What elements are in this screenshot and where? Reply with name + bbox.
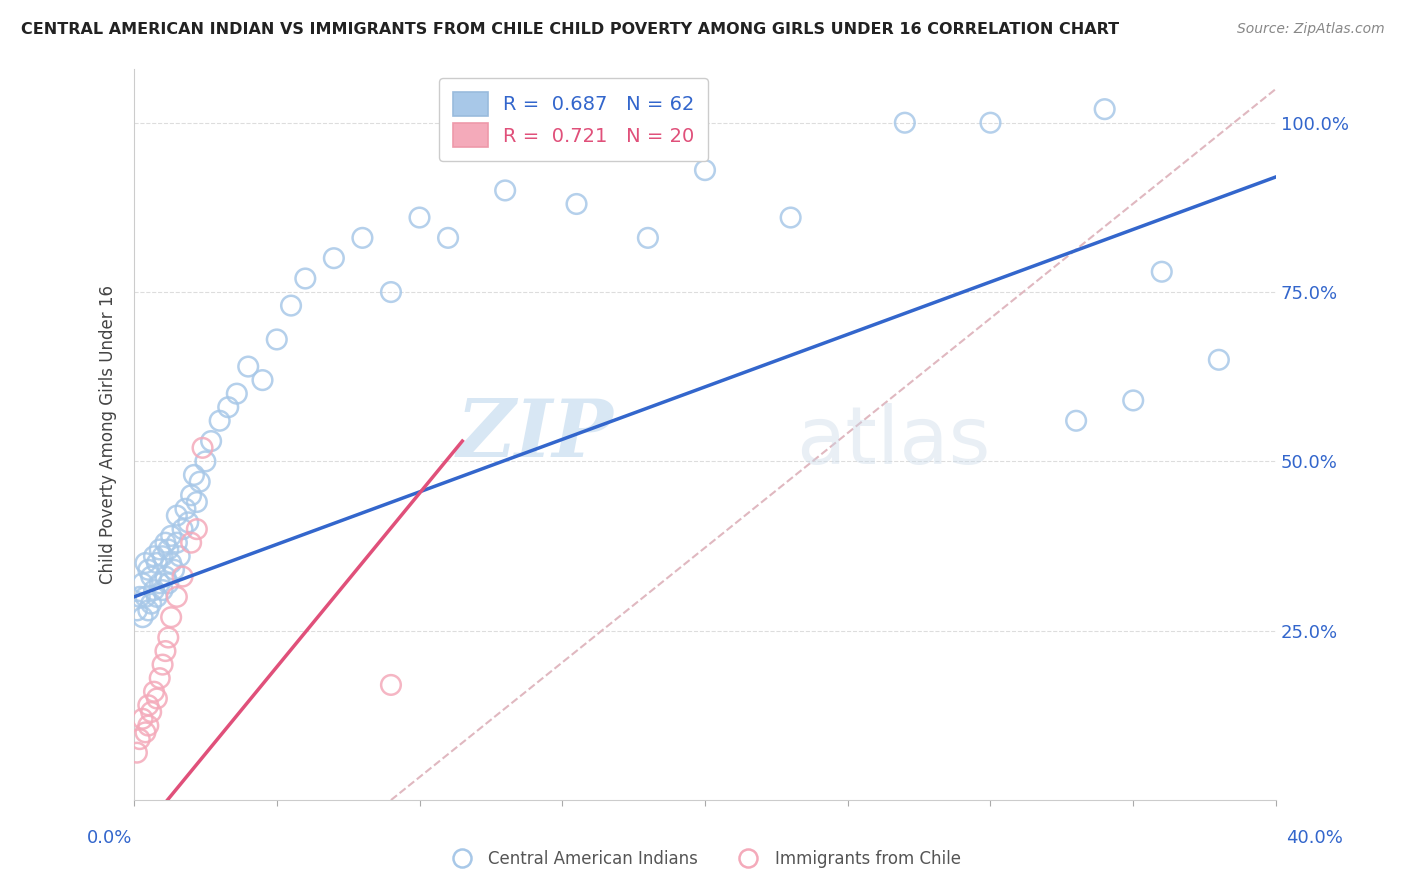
Point <box>155 644 177 658</box>
Point <box>217 401 239 415</box>
Text: 40.0%: 40.0% <box>1286 829 1343 847</box>
Point <box>136 563 159 577</box>
Point <box>143 684 166 698</box>
Point <box>408 211 430 225</box>
Point <box>134 556 156 570</box>
Point <box>131 610 153 624</box>
Point <box>1122 393 1144 408</box>
Point <box>174 501 197 516</box>
Point <box>352 231 374 245</box>
Point <box>134 590 156 604</box>
Point <box>155 569 177 583</box>
Point <box>128 732 150 747</box>
Point <box>252 373 274 387</box>
Point <box>125 603 148 617</box>
Point <box>177 516 200 530</box>
Point <box>163 563 186 577</box>
Point <box>186 495 208 509</box>
Point <box>146 556 169 570</box>
Point <box>149 671 172 685</box>
Point <box>180 488 202 502</box>
Point <box>180 535 202 549</box>
Point <box>146 590 169 604</box>
Point <box>266 333 288 347</box>
Text: atlas: atlas <box>796 402 991 481</box>
Point <box>183 467 205 482</box>
Legend: Central American Indians, Immigrants from Chile: Central American Indians, Immigrants fro… <box>439 844 967 875</box>
Point <box>149 542 172 557</box>
Point <box>157 576 180 591</box>
Point <box>136 718 159 732</box>
Point <box>1150 265 1173 279</box>
Point <box>1094 102 1116 116</box>
Point <box>152 549 174 564</box>
Point <box>131 576 153 591</box>
Point <box>494 184 516 198</box>
Point <box>149 576 172 591</box>
Point <box>200 434 222 448</box>
Point <box>565 197 588 211</box>
Text: 0.0%: 0.0% <box>87 829 132 847</box>
Point <box>169 549 191 564</box>
Point <box>1208 352 1230 367</box>
Point <box>225 386 247 401</box>
Point <box>152 583 174 598</box>
Text: ZIP: ZIP <box>457 395 613 473</box>
Point <box>160 556 183 570</box>
Text: Source: ZipAtlas.com: Source: ZipAtlas.com <box>1237 22 1385 37</box>
Point <box>166 535 188 549</box>
Point <box>172 569 194 583</box>
Point <box>141 597 163 611</box>
Point <box>194 454 217 468</box>
Point <box>280 299 302 313</box>
Point <box>134 725 156 739</box>
Point <box>155 535 177 549</box>
Point <box>146 691 169 706</box>
Point <box>141 705 163 719</box>
Point <box>157 631 180 645</box>
Point <box>188 475 211 489</box>
Point <box>894 116 917 130</box>
Point <box>979 116 1001 130</box>
Point <box>157 542 180 557</box>
Point <box>437 231 460 245</box>
Point <box>143 583 166 598</box>
Point <box>152 657 174 672</box>
Point <box>172 522 194 536</box>
Point <box>294 271 316 285</box>
Point <box>322 251 344 265</box>
Text: CENTRAL AMERICAN INDIAN VS IMMIGRANTS FROM CHILE CHILD POVERTY AMONG GIRLS UNDER: CENTRAL AMERICAN INDIAN VS IMMIGRANTS FR… <box>21 22 1119 37</box>
Point <box>238 359 260 374</box>
Point <box>1064 414 1087 428</box>
Point <box>136 698 159 713</box>
Point <box>186 522 208 536</box>
Point <box>191 441 214 455</box>
Point <box>166 508 188 523</box>
Y-axis label: Child Poverty Among Girls Under 16: Child Poverty Among Girls Under 16 <box>100 285 117 583</box>
Point <box>131 712 153 726</box>
Point <box>380 678 402 692</box>
Legend: R =  0.687   N = 62, R =  0.721   N = 20: R = 0.687 N = 62, R = 0.721 N = 20 <box>439 78 709 161</box>
Point <box>125 746 148 760</box>
Point <box>166 590 188 604</box>
Point <box>160 610 183 624</box>
Point <box>136 603 159 617</box>
Point <box>160 529 183 543</box>
Point <box>128 590 150 604</box>
Point <box>693 163 716 178</box>
Point <box>380 285 402 299</box>
Point <box>779 211 801 225</box>
Point <box>208 414 231 428</box>
Point <box>141 569 163 583</box>
Point <box>143 549 166 564</box>
Point <box>637 231 659 245</box>
